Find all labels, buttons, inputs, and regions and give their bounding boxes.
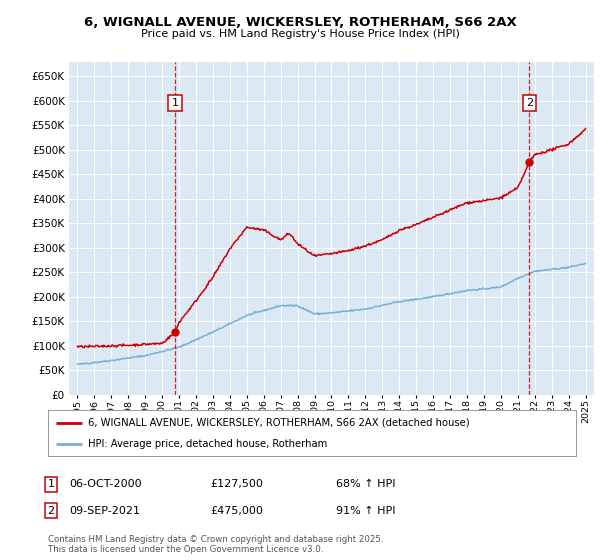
Text: 68% ↑ HPI: 68% ↑ HPI (336, 479, 395, 489)
Text: £127,500: £127,500 (210, 479, 263, 489)
Text: 6, WIGNALL AVENUE, WICKERSLEY, ROTHERHAM, S66 2AX (detached house): 6, WIGNALL AVENUE, WICKERSLEY, ROTHERHAM… (88, 418, 469, 428)
Text: 1: 1 (47, 479, 55, 489)
Text: £475,000: £475,000 (210, 506, 263, 516)
Text: 91% ↑ HPI: 91% ↑ HPI (336, 506, 395, 516)
Text: HPI: Average price, detached house, Rotherham: HPI: Average price, detached house, Roth… (88, 439, 327, 449)
Text: 6, WIGNALL AVENUE, WICKERSLEY, ROTHERHAM, S66 2AX: 6, WIGNALL AVENUE, WICKERSLEY, ROTHERHAM… (83, 16, 517, 29)
Text: 06-OCT-2000: 06-OCT-2000 (69, 479, 142, 489)
Text: 2: 2 (526, 98, 533, 108)
Text: Contains HM Land Registry data © Crown copyright and database right 2025.
This d: Contains HM Land Registry data © Crown c… (48, 535, 383, 554)
Text: 09-SEP-2021: 09-SEP-2021 (69, 506, 140, 516)
Text: 2: 2 (47, 506, 55, 516)
Text: Price paid vs. HM Land Registry's House Price Index (HPI): Price paid vs. HM Land Registry's House … (140, 29, 460, 39)
Text: 1: 1 (172, 98, 179, 108)
